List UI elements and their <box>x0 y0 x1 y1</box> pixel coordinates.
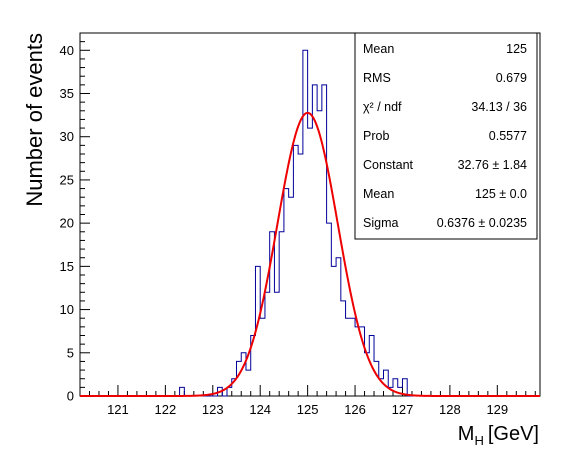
histogram-bin <box>336 258 341 396</box>
y-tick-label: 30 <box>60 129 74 144</box>
y-tick-label: 40 <box>60 43 74 58</box>
y-tick-label: 15 <box>60 259 74 274</box>
stats-row-label: Constant <box>363 158 414 172</box>
histogram-bin <box>355 327 360 396</box>
x-tick-label: 121 <box>107 402 129 417</box>
histogram-bin <box>246 370 251 396</box>
histogram-bin <box>289 197 294 396</box>
x-axis-title-symbol: M <box>458 423 475 445</box>
stats-row-label: Mean <box>363 187 394 201</box>
x-axis-title-subscript: H <box>474 433 483 448</box>
histogram-bin <box>308 128 313 396</box>
stats-row-value: 0.679 <box>496 71 527 85</box>
x-tick-label: 128 <box>439 402 461 417</box>
x-tick-label: 127 <box>392 402 414 417</box>
stats-row-value: 0.5577 <box>489 129 527 143</box>
histogram-bin <box>241 353 246 396</box>
histogram-bin <box>322 85 327 396</box>
histogram-bin <box>341 301 346 396</box>
histogram-bin <box>298 154 303 396</box>
y-tick-label: 20 <box>60 216 74 231</box>
stats-row-label: RMS <box>363 71 391 85</box>
stats-row-label: Sigma <box>363 216 398 230</box>
y-tick-label: 5 <box>67 345 74 360</box>
histogram-bin <box>317 111 322 396</box>
x-axis-title: MH [GeV] <box>458 423 539 448</box>
histogram-bin <box>331 266 336 396</box>
histogram-bin <box>384 370 389 396</box>
histogram-bin <box>327 223 332 396</box>
stats-row-value: 125 ± 0.0 <box>475 187 527 201</box>
y-tick-label: 25 <box>60 172 74 187</box>
histogram-bin <box>279 232 284 396</box>
stats-row-label: Mean <box>363 42 394 56</box>
x-tick-label: 129 <box>486 402 508 417</box>
histogram-bin <box>260 318 265 396</box>
stats-row-label: Prob <box>363 129 389 143</box>
stats-box-rows: Mean 125 RMS 0.679 χ² / ndf 34.13 / 36 Prob 0.5… <box>363 42 527 230</box>
histogram-bin <box>303 50 308 396</box>
histogram-bin <box>274 292 279 396</box>
stats-row-value: 0.6376 ± 0.0235 <box>437 216 527 230</box>
stats-row-value: 32.76 ± 1.84 <box>458 158 527 172</box>
y-axis-ticks: 0 5 10 15 20 25 30 35 40 <box>60 41 90 404</box>
x-tick-label: 125 <box>297 402 319 417</box>
histogram-bin <box>350 318 355 396</box>
stats-row-value: 125 <box>506 42 527 56</box>
stats-box-frame <box>354 32 538 240</box>
y-tick-label: 35 <box>60 86 74 101</box>
x-axis-ticks: 121 122 123 124 125 126 127 128 129 <box>79 385 536 417</box>
x-tick-label: 122 <box>155 402 177 417</box>
histogram-bin <box>265 292 270 396</box>
x-tick-label: 124 <box>249 402 271 417</box>
x-axis-title-unit: [GeV] <box>488 423 539 445</box>
y-axis-title: Number of events <box>22 33 47 207</box>
y-tick-label: 10 <box>60 302 74 317</box>
histogram-bin <box>227 387 232 396</box>
gaussian-fit-curve <box>80 111 540 397</box>
histogram-bin <box>284 189 289 396</box>
stats-box: Mean 125 RMS 0.679 χ² / ndf 34.13 / 36 Prob 0.5… <box>354 32 538 240</box>
x-tick-label: 123 <box>202 402 224 417</box>
y-tick-label: 0 <box>67 389 74 404</box>
histogram-bin <box>293 145 298 396</box>
histogram-bin <box>312 85 317 396</box>
stats-row-label: χ² / ndf <box>363 100 402 114</box>
histogram-bin <box>180 387 185 396</box>
histogram-bin <box>346 318 351 396</box>
stats-row-value: 34.13 / 36 <box>471 100 527 114</box>
x-tick-label: 126 <box>344 402 366 417</box>
